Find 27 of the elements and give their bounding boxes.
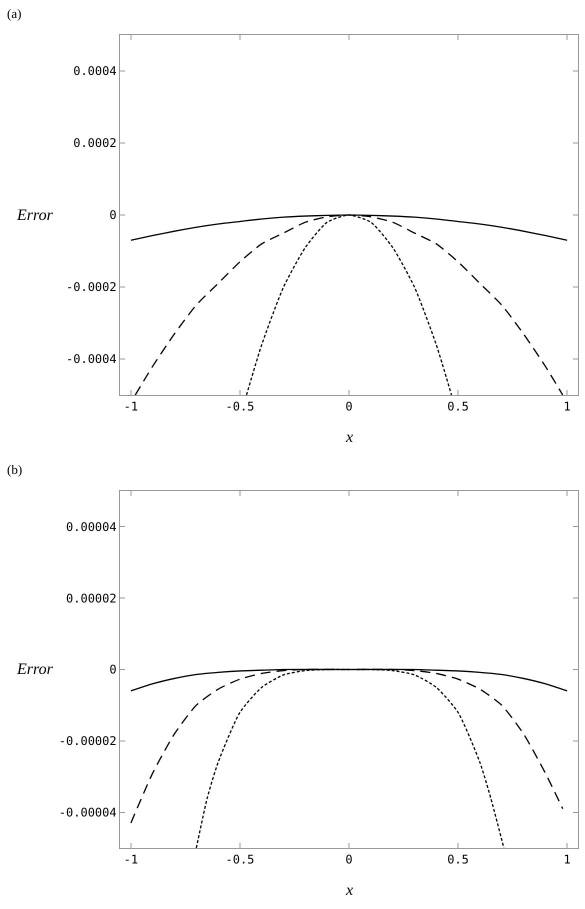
x-tick-label: 0 bbox=[345, 852, 353, 866]
y-tick-label: 0.00002 bbox=[66, 591, 117, 606]
x-tick-label: -1 bbox=[124, 852, 138, 866]
line-series bbox=[134, 214, 564, 395]
x-tick-label: -1 bbox=[124, 399, 138, 414]
y-tick-label: -0.0004 bbox=[66, 352, 117, 366]
x-axis-title: x bbox=[345, 882, 354, 899]
x-tick-label: -0.5 bbox=[225, 852, 254, 866]
y-tick-label: -0.00002 bbox=[58, 734, 117, 748]
y-tick-label: 0.0004 bbox=[73, 64, 117, 78]
y-tick-label: 0 bbox=[109, 662, 117, 677]
x-axis-title: x bbox=[345, 429, 354, 446]
x-tick-label: 1 bbox=[563, 852, 571, 866]
x-tick-label: 0.5 bbox=[447, 399, 469, 414]
x-tick-label: 0.5 bbox=[447, 852, 469, 866]
text: (a) bbox=[7, 6, 22, 21]
y-tick-label: 0.00004 bbox=[66, 520, 117, 534]
x-tick-label: -0.5 bbox=[225, 399, 254, 414]
x-tick-label: 1 bbox=[563, 399, 571, 414]
y-tick-label: 0.0002 bbox=[73, 136, 117, 150]
text: (b) bbox=[7, 462, 22, 477]
y-tick-label: -0.00004 bbox=[58, 806, 117, 820]
y-axis-title: Error bbox=[16, 207, 54, 224]
y-tick-label: -0.0002 bbox=[66, 280, 117, 294]
y-axis-title: Error bbox=[16, 661, 54, 678]
y-tick-label: 0 bbox=[109, 208, 117, 222]
x-tick-label: 0 bbox=[345, 399, 353, 414]
